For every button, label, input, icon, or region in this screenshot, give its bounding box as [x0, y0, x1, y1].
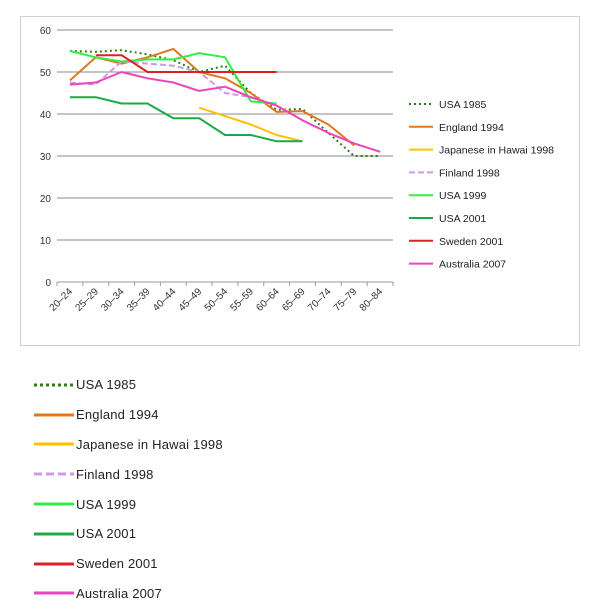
x-tick-label: 25–29	[73, 286, 101, 314]
outer-legend-label: USA 1985	[76, 377, 137, 393]
x-tick-label: 60–64	[254, 286, 282, 314]
legend-label: USA 1985	[439, 99, 486, 111]
outer-legend: USA 1985 England 1994 Japanese in Hawai 19…	[32, 370, 332, 608]
x-tick-label: 75–79	[332, 286, 360, 314]
outer-legend-item: England 1994	[32, 400, 332, 430]
outer-legend-label: USA 2001	[76, 526, 137, 542]
outer-legend-swatch	[32, 499, 76, 509]
legend-label: USA 2001	[439, 213, 486, 225]
y-tick-label: 30	[40, 152, 52, 163]
x-tick-label: 55–59	[229, 286, 257, 314]
series-line-4	[69, 50, 277, 105]
outer-legend-item: Japanese in Hawai 1998	[32, 430, 332, 460]
series-line-6	[95, 54, 277, 73]
series-line-5	[69, 96, 303, 143]
outer-legend-swatch	[32, 529, 76, 539]
outer-legend-label: Australia 2007	[76, 585, 162, 601]
outer-legend-item: USA 2001	[32, 519, 332, 549]
outer-legend-swatch	[32, 439, 76, 449]
legend-label: Sweden 2001	[439, 236, 503, 248]
outer-legend-swatch	[32, 469, 76, 479]
outer-legend-item: USA 1999	[32, 489, 332, 519]
x-tick-label: 65–69	[280, 286, 308, 314]
legend-label: England 1994	[439, 122, 504, 134]
outer-legend-item: Sweden 2001	[32, 549, 332, 579]
x-tick-label: 40–44	[151, 286, 179, 314]
y-tick-label: 60	[40, 26, 52, 37]
legend-label: Finland 1998	[439, 167, 500, 179]
y-tick-label: 0	[45, 278, 51, 289]
series-line-3	[69, 60, 278, 107]
outer-legend-item: Finland 1998	[32, 459, 332, 489]
outer-legend-swatch	[32, 410, 76, 420]
outer-legend-swatch	[32, 380, 76, 390]
outer-legend-swatch	[32, 588, 76, 598]
outer-legend-item: USA 1985	[32, 370, 332, 400]
series-line-1	[69, 47, 355, 147]
y-tick-label: 50	[40, 68, 52, 79]
x-tick-label: 35–39	[125, 286, 153, 314]
x-tick-label: 50–54	[203, 286, 231, 314]
x-tick-label: 70–74	[306, 286, 334, 314]
outer-legend-label: England 1994	[76, 407, 159, 423]
outer-legend-label: Sweden 2001	[76, 556, 158, 572]
series-line-7	[69, 71, 381, 153]
x-tick-label: 45–49	[177, 286, 205, 314]
legend-label: Japanese in Hawai 1998	[439, 145, 554, 157]
x-tick-label: 20–24	[48, 286, 76, 314]
outer-legend-swatch	[32, 559, 76, 569]
y-tick-label: 10	[40, 236, 52, 247]
outer-legend-label: Finland 1998	[76, 466, 154, 482]
y-tick-label: 40	[40, 110, 52, 121]
series-line-2	[198, 106, 303, 143]
outer-legend-item: Australia 2007	[32, 579, 332, 609]
x-tick-label: 80–84	[358, 286, 386, 314]
line-chart: 0 10 20 30 40 50 60 20–2425–2930–3435–3940–4445…	[40, 26, 554, 314]
outer-legend-label: USA 1999	[76, 496, 137, 512]
x-tick-label: 30–34	[99, 286, 127, 314]
chart-frame: 0 10 20 30 40 50 60 20–24 25–29 30–34 35–39 40–44 45…	[20, 16, 580, 346]
outer-legend-label: Japanese in Hawai 1998	[76, 436, 223, 452]
legend-label: Australia 2007	[439, 259, 506, 271]
y-tick-label: 20	[40, 194, 52, 205]
series-line-0	[69, 49, 381, 157]
legend-label: USA 1999	[439, 190, 486, 202]
